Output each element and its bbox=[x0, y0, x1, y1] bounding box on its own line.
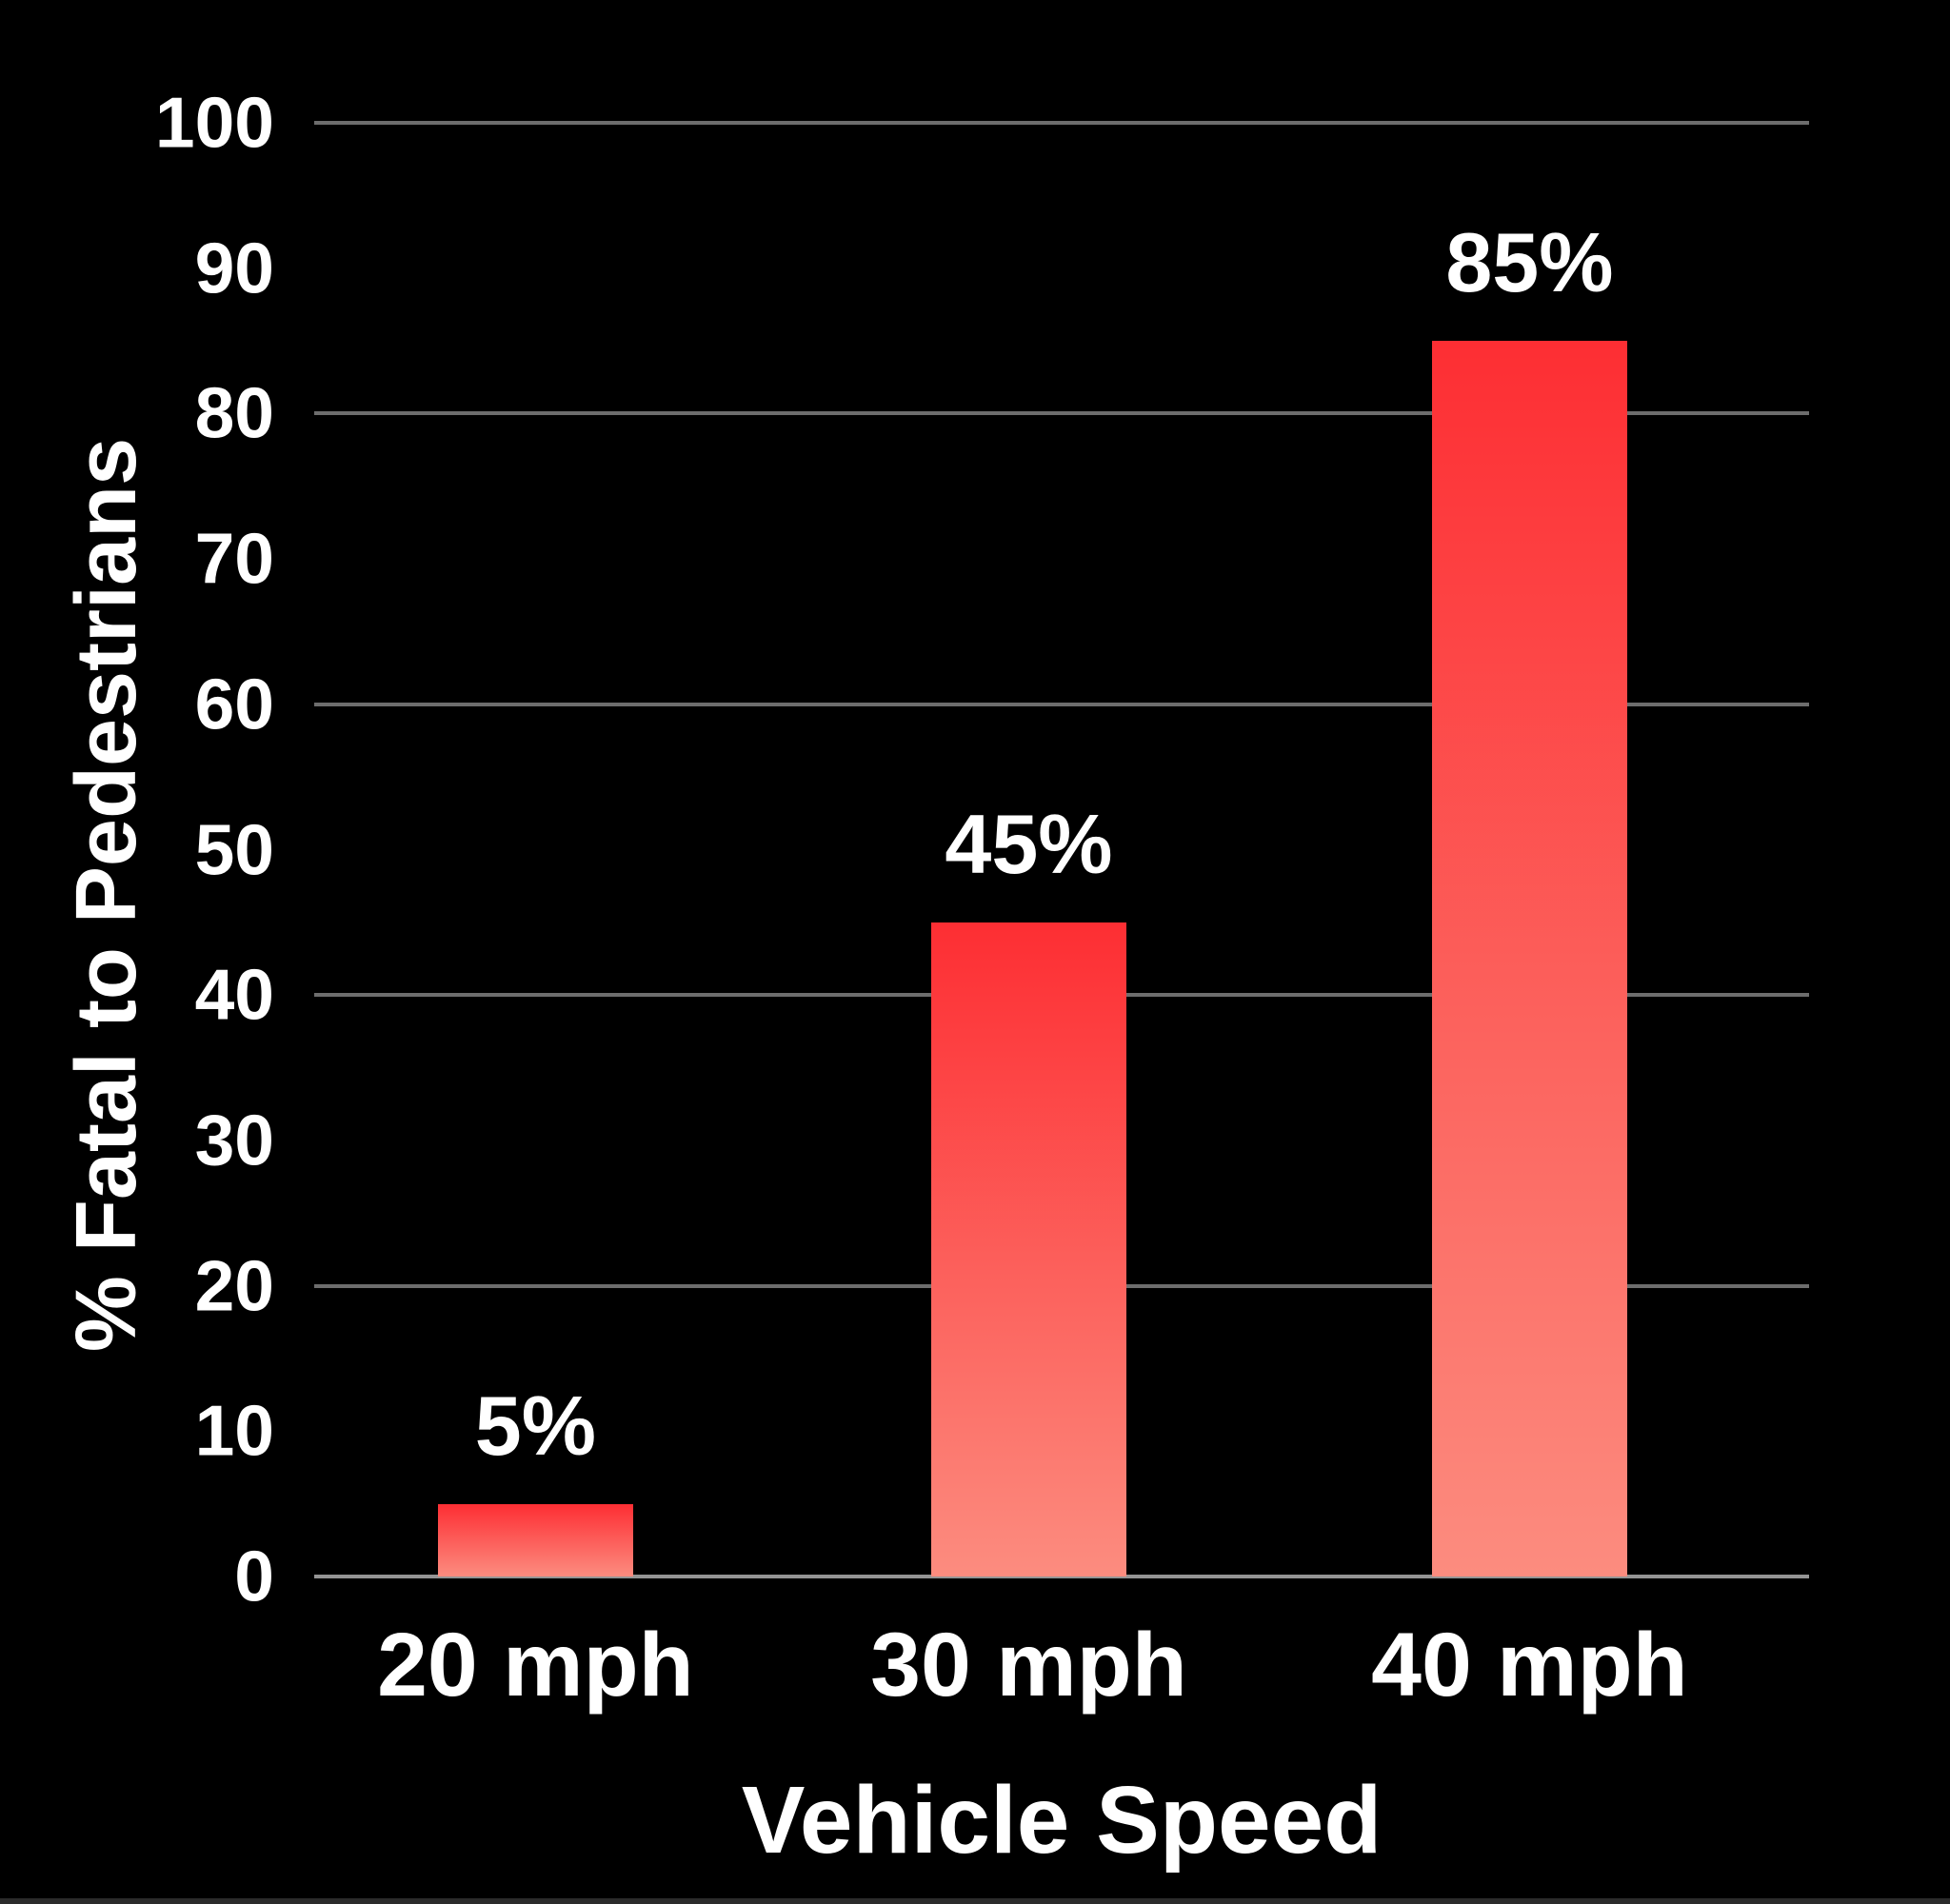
y-tick-label: 30 bbox=[194, 1100, 274, 1180]
y-tick-label: 90 bbox=[194, 228, 274, 308]
gridline bbox=[314, 411, 1809, 416]
x-axis-baseline bbox=[314, 1575, 1809, 1578]
bar-value-label: 5% bbox=[474, 1378, 596, 1473]
bar-20-mph bbox=[437, 1503, 633, 1577]
gridline bbox=[314, 702, 1809, 706]
bar-value-label: 85% bbox=[1445, 215, 1614, 310]
y-tick-label: 10 bbox=[194, 1390, 274, 1471]
y-tick-label: 70 bbox=[194, 518, 274, 599]
y-tick-label: 40 bbox=[194, 954, 274, 1035]
y-tick-label: 60 bbox=[194, 664, 274, 744]
y-tick-label: 20 bbox=[194, 1245, 274, 1326]
bar-30-mph bbox=[930, 922, 1126, 1577]
bar-value-label: 45% bbox=[945, 796, 1113, 891]
y-tick-label: 100 bbox=[154, 82, 274, 163]
y-axis-title: % Fatal to Pedestrians bbox=[59, 437, 154, 1353]
bottom-edge-line bbox=[0, 1898, 1950, 1904]
bar-40-mph bbox=[1431, 341, 1627, 1577]
x-tick-label: 40 mph bbox=[1371, 1615, 1688, 1716]
gridline bbox=[314, 121, 1809, 125]
plot-area: 0 10 20 30 40 50 60 70 80 90 100 5% 20 mph 45% 30 mph 8… bbox=[155, 87, 1809, 1711]
y-tick-label: 0 bbox=[234, 1536, 274, 1616]
x-tick-label: 30 mph bbox=[870, 1615, 1187, 1716]
y-tick-label: 80 bbox=[194, 372, 274, 453]
x-tick-label: 20 mph bbox=[377, 1615, 694, 1716]
y-tick-label: 50 bbox=[194, 809, 274, 889]
x-axis-title: Vehicle Speed bbox=[741, 1767, 1383, 1874]
